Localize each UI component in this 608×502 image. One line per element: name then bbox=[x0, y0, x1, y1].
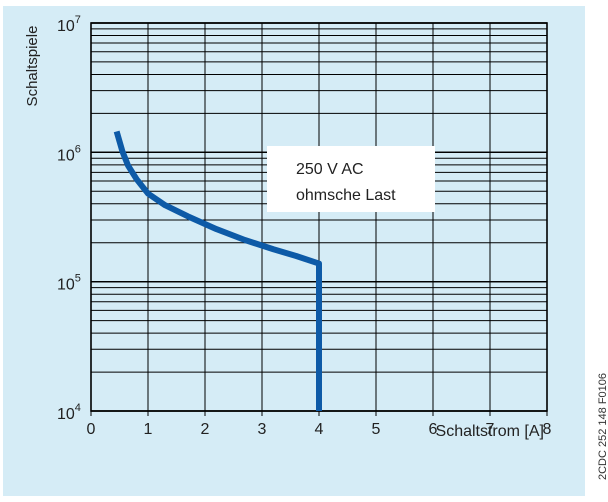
x-tick-label: 2 bbox=[201, 421, 210, 438]
chart-figure: 0 1 2 3 4 5 6 7 8 104 105 106 107 250 V AC ohmsche La… bbox=[3, 6, 585, 496]
y-tick-label: 104 bbox=[57, 402, 81, 423]
x-tick-label: 1 bbox=[144, 421, 153, 438]
tick-labels: 0 1 2 3 4 5 6 7 8 104 105 106 107 bbox=[57, 14, 552, 438]
y-tick-label: 106 bbox=[57, 143, 81, 164]
annotation-text: ohmsche Last bbox=[296, 187, 396, 204]
chart-svg: 0 1 2 3 4 5 6 7 8 104 105 106 107 250 V AC ohmsche La… bbox=[24, 14, 552, 440]
x-tick-label: 5 bbox=[372, 421, 381, 438]
x-tick-label: 4 bbox=[315, 421, 324, 438]
y-axis-label: Schaltspiele bbox=[24, 26, 41, 107]
x-axis-label: Schaltstrom [A] bbox=[436, 423, 544, 440]
annotation-text: 250 V AC bbox=[296, 161, 364, 178]
x-tick-label: 7 bbox=[486, 421, 495, 438]
x-tick-label: 0 bbox=[87, 421, 96, 438]
x-tick-label: 6 bbox=[429, 421, 438, 438]
x-tick-label: 3 bbox=[258, 421, 267, 438]
y-tick-label: 105 bbox=[57, 273, 81, 294]
series-line bbox=[113, 130, 322, 411]
y-tick-label: 107 bbox=[57, 14, 81, 35]
annotation-box: 250 V AC ohmsche Last bbox=[267, 146, 435, 212]
annotation-box-background bbox=[267, 146, 435, 212]
series-layer bbox=[113, 130, 322, 411]
figure-source-code: 2CDC 252 148 F0106 bbox=[597, 372, 608, 480]
x-tick-label: 8 bbox=[543, 421, 552, 438]
